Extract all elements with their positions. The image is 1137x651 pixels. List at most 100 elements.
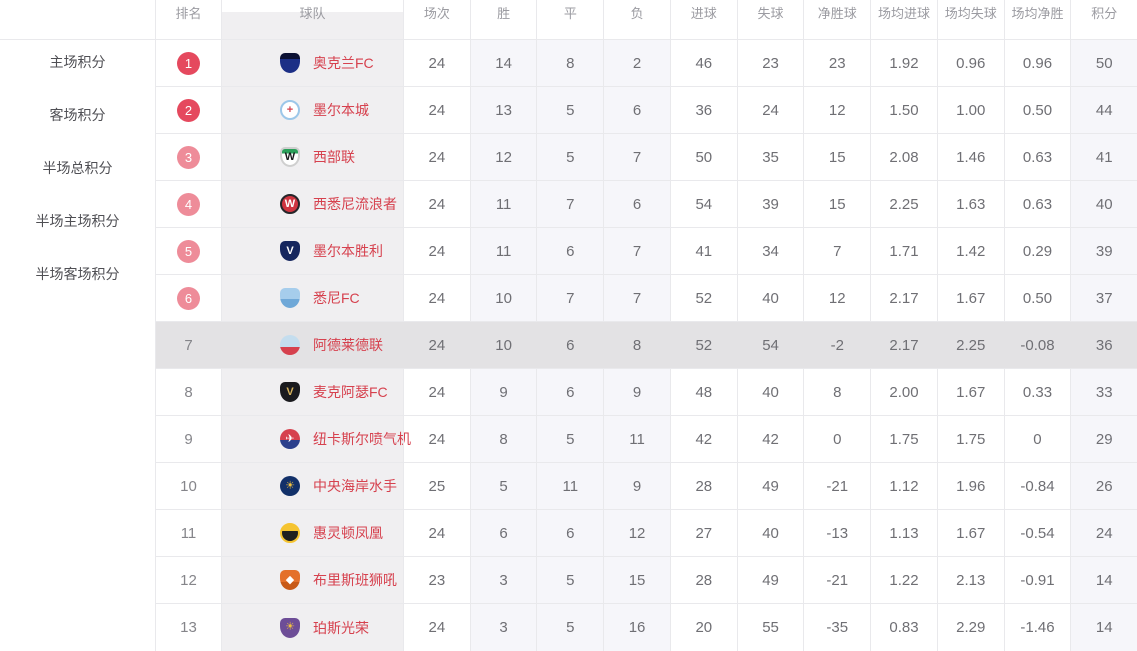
cell-team: V 麦克阿瑟FC [221,369,403,415]
cell-win: 13 [469,87,537,133]
table-row-adelaide-united[interactable]: 7 阿德莱德联 24 10 6 8 52 54 -2 2.17 2.25 -0.08 36 [156,322,1137,369]
cell-loss: 7 [603,228,670,274]
standings-table: 排名 球队 场次胜平负进球 失球 净胜球 场均进球 场均失球 场均净胜 积分 1 奥克兰FC 24 1… [155,0,1137,651]
cell-goal-diff: -13 [803,510,870,556]
col-header-label: 积分 [1091,6,1118,21]
table-row-brisbane-roar[interactable]: 12 ◆ 布里斯班狮吼 23 3 5 15 28 49 -21 1.22 2.13 -0.91 14 [156,557,1137,604]
col-header-draw: 平 [536,0,603,39]
rank-badge: 1 [177,51,200,75]
sidebar-item-half-away-points[interactable]: 半场客场积分 [35,266,120,282]
table-row-western-sydney-wanderers[interactable]: 4 W 西悉尼流浪者 24 11 7 6 54 39 15 2.25 1.63 0.63 40 [156,181,1137,228]
cell-avg-goals-against: 1.96 [936,463,1004,509]
team-name-link[interactable]: 惠灵顿凤凰 [313,525,383,541]
cell-points: 33 [1070,369,1137,415]
table-row-melbourne-city[interactable]: 2 + 墨尔本城 24 13 5 6 36 24 12 1.50 1.00 0.50 44 [156,87,1137,134]
cell-avg-goal-diff: -0.84 [1003,463,1071,509]
cell-draw: 8 [536,40,604,86]
cell-points: 36 [1070,322,1137,368]
team-name-link[interactable]: 悉尼FC [313,290,360,306]
cell-goals-for: 28 [669,463,737,509]
cell-rank: 3 [156,134,221,180]
cell-rank: 13 [156,604,221,651]
cell-avg-goal-diff: 0.96 [1003,40,1071,86]
cell-rank: 12 [156,557,221,603]
team-name-link[interactable]: 珀斯光荣 [313,619,369,636]
cell-loss: 11 [603,416,670,462]
cell-avg-goals-for: 1.22 [870,557,937,603]
cell-goal-diff: 15 [803,181,870,227]
sidebar-item-away-points[interactable]: 客场积分 [49,107,106,123]
cell-matches: 24 [403,604,470,651]
team-name-link[interactable]: 纽卡斯尔喷气机 [313,431,411,447]
team-logo-icon: + [280,100,300,120]
cell-team: ☀ 中央海岸水手 [221,463,403,509]
cell-avg-goals-for: 2.00 [870,369,937,415]
cell-avg-goals-for: 1.75 [870,416,937,462]
cell-loss: 9 [603,369,670,415]
team-name-link[interactable]: 阿德莱德联 [313,337,383,353]
sidebar-item-half-total-points[interactable]: 半场总积分 [42,160,113,176]
cell-goal-diff: -21 [803,557,870,603]
rank-number: 10 [180,477,197,495]
team-logo-icon [280,288,300,308]
team-name-link[interactable]: 麦克阿瑟FC [313,384,388,400]
cell-avg-goal-diff: -0.08 [1003,322,1071,368]
cell-team: 惠灵顿凤凰 [221,510,403,556]
cell-goals-against: 49 [736,463,804,509]
cell-loss: 9 [603,463,670,509]
sidebar-item-home-points[interactable]: 主场积分 [49,54,106,70]
cell-goals-against: 23 [736,40,804,86]
cell-win: 10 [469,275,537,321]
cell-rank: 10 [156,463,221,509]
table-row-melbourne-victory[interactable]: 5 V 墨尔本胜利 24 11 6 7 41 34 7 1.71 1.42 0.29 39 [156,228,1137,275]
cell-avg-goals-for: 2.17 [870,322,937,368]
cell-avg-goals-against: 1.63 [936,181,1004,227]
cell-avg-goals-against: 1.46 [936,134,1004,180]
team-name-link[interactable]: 奥克兰FC [313,55,374,71]
rank-badge: 4 [177,192,200,216]
table-row-central-coast-mariners[interactable]: 10 ☀ 中央海岸水手 25 5 11 9 28 49 -21 1.12 1.96 -0.84 26 [156,463,1137,510]
cell-avg-goal-diff: -0.91 [1003,557,1071,603]
table-row-wellington-phoenix[interactable]: 11 惠灵顿凤凰 24 6 6 12 27 40 -13 1.13 1.67 -0.54 24 [156,510,1137,557]
cell-draw: 7 [536,181,604,227]
cell-avg-goals-against: 1.67 [936,510,1004,556]
table-row-sydney-fc[interactable]: 6 悉尼FC 24 10 7 7 52 40 12 2.17 1.67 0.50 37 [156,275,1137,322]
cell-goals-against: 49 [736,557,804,603]
team-name-link[interactable]: 墨尔本城 [313,102,369,118]
cell-rank: 1 [156,40,221,86]
cell-avg-goals-against: 2.29 [936,604,1004,651]
cell-loss: 8 [603,322,670,368]
cell-rank: 11 [156,510,221,556]
cell-win: 5 [469,463,537,509]
cell-draw: 5 [536,604,604,651]
cell-win: 3 [469,604,537,651]
col-header-avg-goal-diff: 场均净胜 [1003,0,1071,39]
table-row-newcastle-jets[interactable]: 9 ✈ 纽卡斯尔喷气机 24 8 5 11 42 42 0 1.75 1.75 0 29 [156,416,1137,463]
team-name-link[interactable]: 布里斯班狮吼 [313,572,397,588]
sidebar: 主场积分客场积分半场总积分半场主场积分 半场客场积分 [0,0,155,651]
table-row-western-united[interactable]: 3 W 西部联 24 12 5 7 50 35 15 2.08 1.46 0.63 41 [156,134,1137,181]
team-logo-icon: ☀ [280,476,300,496]
cell-points: 37 [1070,275,1137,321]
cell-points: 29 [1070,416,1137,462]
team-name-link[interactable]: 墨尔本胜利 [313,243,383,259]
sidebar-item-half-home-points[interactable]: 半场主场积分 [35,213,120,229]
table-row-auckland-fc[interactable]: 1 奥克兰FC 24 14 8 2 46 23 23 1.92 0.96 0.96 50 [156,40,1137,87]
table-row-macarthur-fc[interactable]: 8 V 麦克阿瑟FC 24 9 6 9 48 40 8 2.00 1.67 0.33 33 [156,369,1137,416]
cell-goal-diff: 23 [803,40,870,86]
cell-avg-goals-for: 1.13 [870,510,937,556]
col-header-avg-goals-for: 场均进球 [870,0,937,39]
cell-goals-for: 41 [669,228,737,274]
team-logo-icon: V [280,382,300,402]
col-header-label: 排名 [175,6,202,21]
table-row-perth-glory[interactable]: 13 ☀ 珀斯光荣 24 3 5 16 20 55 -35 0.83 2.29 -1.46 14 [156,604,1137,651]
team-name-link[interactable]: 西部联 [313,149,355,165]
team-name-link[interactable]: 西悉尼流浪者 [313,196,397,212]
cell-goals-against: 24 [736,87,804,133]
cell-draw: 6 [536,322,604,368]
cell-win: 12 [469,134,537,180]
team-name-link[interactable]: 中央海岸水手 [313,478,397,494]
cell-goals-against: 34 [736,228,804,274]
team-logo-icon: ☀ [280,617,300,638]
table-body: 1 奥克兰FC 24 14 8 2 46 23 23 1.92 0.96 0.96 50 2 + 墨尔本城 24… [156,40,1137,651]
